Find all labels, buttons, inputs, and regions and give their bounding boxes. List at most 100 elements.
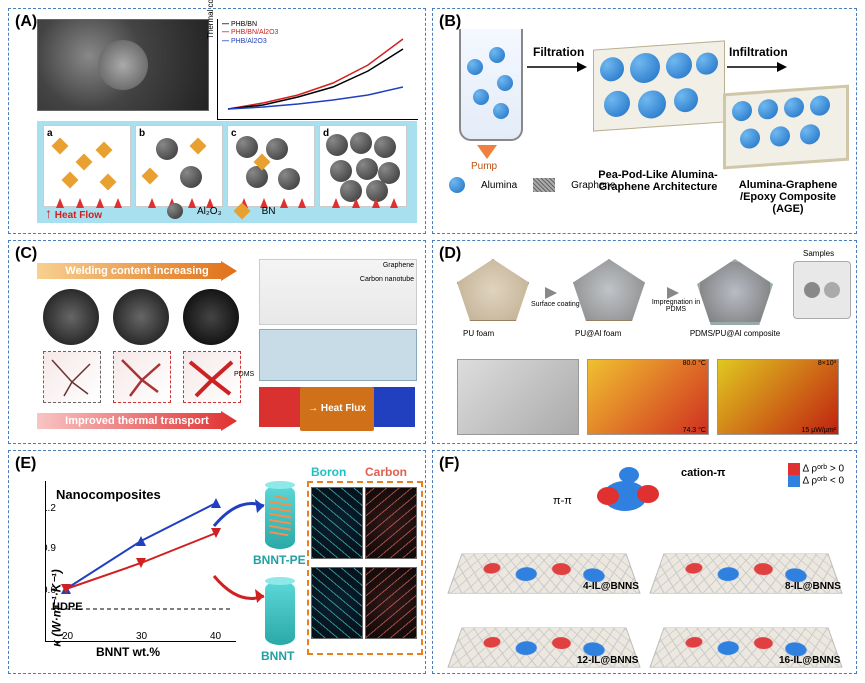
svg-text:1.2: 1.2 (46, 503, 56, 514)
tangle-3 (183, 289, 239, 345)
svg-text:40: 40 (210, 631, 222, 641)
bn-icon (233, 203, 250, 220)
chart-a-lines (218, 19, 418, 119)
heat-flux-bar: → Heat Flux (259, 387, 415, 427)
chart-a: Thermal conductivity (W/mK) Filler conte… (217, 19, 418, 120)
tangle-2 (113, 289, 169, 345)
welding-bar: Welding content increasing (37, 261, 237, 281)
subcell-d: d (319, 125, 407, 207)
subcell-label: c (231, 128, 237, 139)
cyl-top-label: BNNT-PE (253, 553, 306, 567)
beaker (459, 29, 523, 141)
samples-label: Samples (803, 249, 834, 258)
legend-text: Al₂O₃ (197, 206, 222, 217)
arrow-icon (727, 61, 787, 73)
age-box (723, 85, 849, 170)
cyl-bot-label: BNNT (261, 649, 294, 663)
carbon-label: Carbon (365, 465, 407, 479)
pu-al-foam (573, 259, 657, 333)
schematic-legend: Al₂O₃ BN (167, 203, 276, 219)
heat-flux-label: Heat Flux (321, 403, 366, 414)
sheet-label: 16-IL@BNNS (779, 655, 840, 666)
arrow-label: Impregnation in PDMS (651, 299, 701, 313)
legend-text: BN (262, 206, 276, 217)
mid-caption: Pea-Pod-Like Alumina- Graphene Architect… (583, 169, 733, 193)
panel-e: (E) Nanocomposites κ (W·m⁻¹·K⁻¹) BNNT wt… (8, 450, 426, 674)
pdms-label: PDMS (234, 371, 254, 378)
sem-image (37, 19, 209, 111)
sheet-label: 12-IL@BNNS (577, 655, 638, 666)
boron-map-2 (311, 567, 363, 639)
schematic-a: a b c d ↑ Heat Flow (37, 121, 417, 223)
graphene-icon (533, 178, 555, 192)
arrow-icon (545, 287, 557, 299)
cylinder-bottom (265, 581, 295, 645)
boron-map-1 (311, 487, 363, 559)
pdms-box: PDMS (259, 329, 417, 381)
detail-1 (43, 351, 101, 403)
graphene-cnt-schematic: Graphene Carbon nanotube (259, 259, 417, 325)
pu-foam (457, 259, 541, 333)
scale-max: 80.0 °C (683, 360, 706, 367)
panel-d: (D) PU foam Surface coating PU@Al foam I… (432, 240, 857, 444)
subcell-a: a (43, 125, 131, 207)
orbital-schematic (583, 463, 673, 519)
subcell-b: b (135, 125, 223, 207)
sheet-label: 8-IL@BNNS (785, 581, 841, 592)
al2o3-icon (167, 203, 183, 219)
composite (697, 259, 781, 333)
cation-label: cation-π (681, 467, 725, 479)
curve-arrow-icon (209, 491, 269, 531)
scale-min: 15 μW/μm² (801, 427, 836, 434)
panel-a-label: (A) (15, 13, 37, 31)
sim-thermal: 80.0 °C 74.3 °C (587, 359, 709, 435)
panel-c-label: (C) (15, 245, 37, 263)
panel-b-label: (B) (439, 13, 461, 31)
panel-f-label: (F) (439, 455, 459, 473)
legend-item: Δ ρᵒʳᵇ > 0 (788, 463, 844, 475)
chart-a-ylabel: Thermal conductivity (W/mK) (206, 0, 215, 39)
detail-2 (113, 351, 171, 403)
step-name: PDMS/PU@Al composite (685, 329, 785, 338)
panel-e-label: (E) (15, 455, 36, 473)
filtration-label: Filtration (533, 45, 584, 59)
svg-text:30: 30 (136, 631, 148, 641)
curve-arrow-icon (209, 571, 269, 611)
panel-a: (A) Thermal conductivity (W/mK) Filler c… (8, 8, 426, 234)
legend-item: Δ ρᵒʳᵇ < 0 (788, 475, 844, 487)
cnt-label: Carbon nanotube (360, 276, 414, 283)
panel-b: (B) Pump Filtration Infiltration Alumina… (432, 8, 857, 234)
scale-min: 74.3 °C (683, 427, 706, 434)
panel-f-legend: Δ ρᵒʳᵇ > 0 Δ ρᵒʳᵇ < 0 (788, 463, 844, 487)
scale-max: 8×10³ (818, 360, 836, 367)
svg-text:20: 20 (62, 631, 74, 641)
subcell-label: a (47, 128, 53, 139)
sheet-label: 4-IL@BNNS (583, 581, 639, 592)
right-caption: Alumina-Graphene /Epoxy Composite (AGE) (723, 179, 853, 215)
svg-text:0.6: 0.6 (46, 585, 56, 596)
chart-e: Nanocomposites κ (W·m⁻¹·K⁻¹) BNNT wt.% H… (45, 481, 236, 642)
cylinder-top (265, 485, 295, 549)
step-name: PU foam (463, 329, 494, 338)
samples (793, 261, 851, 319)
carbon-map-2 (365, 567, 417, 639)
chart-e-xlabel: BNNT wt.% (96, 645, 160, 659)
subcell-label: b (139, 128, 145, 139)
boron-label: Boron (311, 465, 346, 479)
svg-text:0.9: 0.9 (46, 543, 56, 554)
infiltration-label: Infiltration (729, 45, 788, 59)
tangle-1 (43, 289, 99, 345)
carbon-map-1 (365, 487, 417, 559)
arrow-icon (667, 287, 679, 299)
arrow-icon (527, 61, 587, 73)
sim-power: 8×10³ 15 μW/μm² (717, 359, 839, 435)
subcell-c: c (227, 125, 315, 207)
panel-c: (C) Welding content increasing Improved … (8, 240, 426, 444)
thermal-bar: Improved thermal transport (37, 411, 237, 431)
pea-pod-box (593, 40, 725, 131)
graphene-label: Graphene (383, 262, 414, 269)
pump-label: Pump (471, 161, 497, 172)
chart-e-lines: 1.2 0.9 0.6 20 30 40 (46, 481, 236, 641)
pump-arrow-icon (477, 145, 497, 159)
sim-gray (457, 359, 579, 435)
